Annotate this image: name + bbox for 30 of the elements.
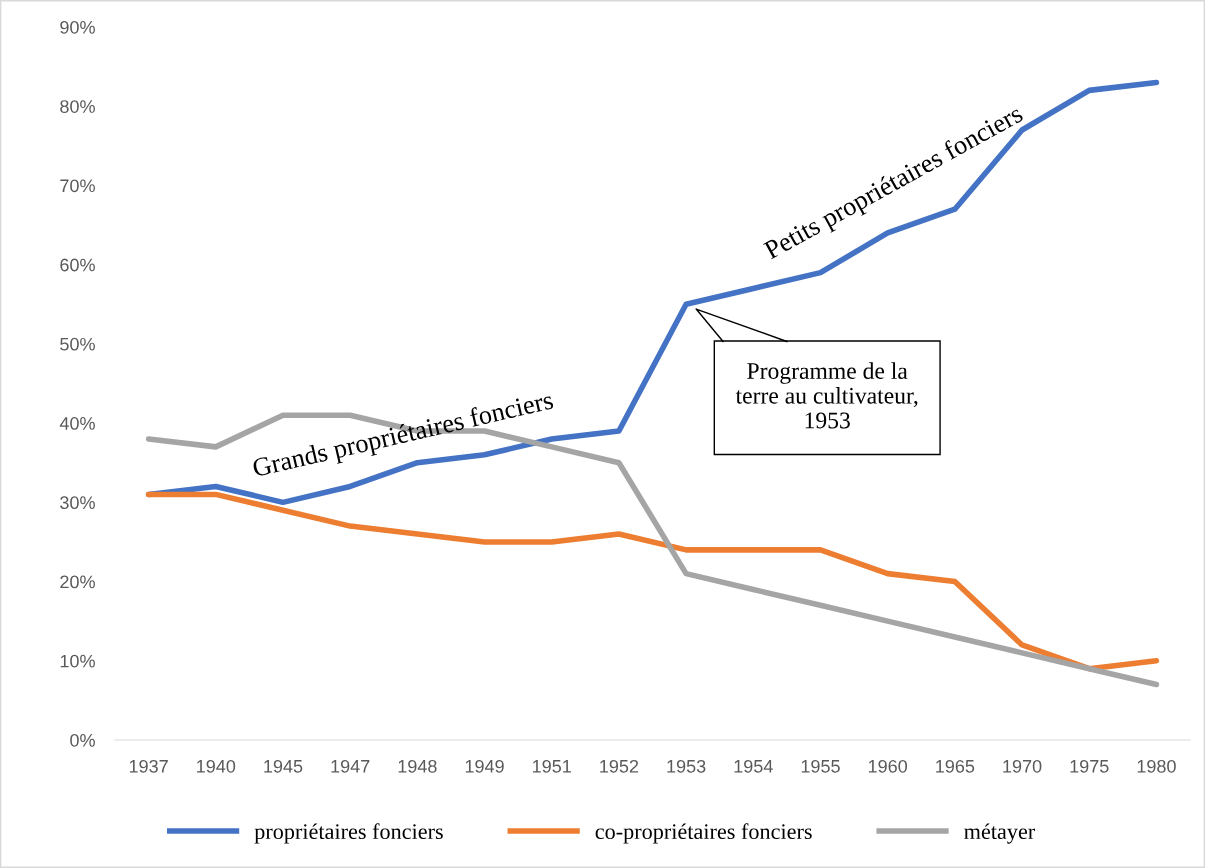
annotation: Programme de la terre au cultivateur, 1953	[735, 362, 918, 429]
x-tick-label: 1947	[331, 759, 370, 773]
y-tick-label: 0%	[70, 733, 95, 747]
y-tick-label: 80%	[60, 100, 95, 113]
x-tick-label: 1955	[801, 759, 840, 773]
x-tick-label: 1960	[868, 759, 908, 773]
x-tick-label: 1948	[398, 759, 437, 773]
x-tick-label: 1970	[1003, 759, 1042, 773]
y-tick-label: 50%	[60, 337, 95, 351]
y-tick-label: 40%	[59, 417, 95, 430]
y-tick-label: 70%	[60, 179, 95, 193]
x-tick-label: 1975	[1070, 759, 1109, 773]
x-tick-label: 1937	[129, 759, 168, 773]
legend-label: propriétaires fonciers	[254, 823, 443, 844]
x-tick-label: 1940	[197, 759, 236, 773]
x-tick-label: 1949	[465, 759, 504, 773]
x-tick-label: 1954	[734, 759, 773, 773]
x-tick-label: 1953	[667, 759, 706, 773]
y-tick-label: 20%	[60, 575, 95, 589]
y-tick-label: 10%	[60, 654, 95, 668]
legend-label: co-propriétaires fonciers	[595, 823, 812, 844]
x-tick-label: 1965	[936, 759, 975, 773]
y-tick-label: 90%	[60, 20, 95, 34]
x-tick-label: 1945	[264, 759, 303, 773]
legend-label: métayer	[964, 823, 1036, 844]
x-tick-label: 1951	[533, 759, 571, 773]
x-tick-label: 1980	[1137, 759, 1176, 773]
y-tick-label: 30%	[60, 496, 95, 510]
y-tick-label: 60%	[60, 258, 95, 272]
x-tick-label: 1952	[600, 759, 639, 773]
